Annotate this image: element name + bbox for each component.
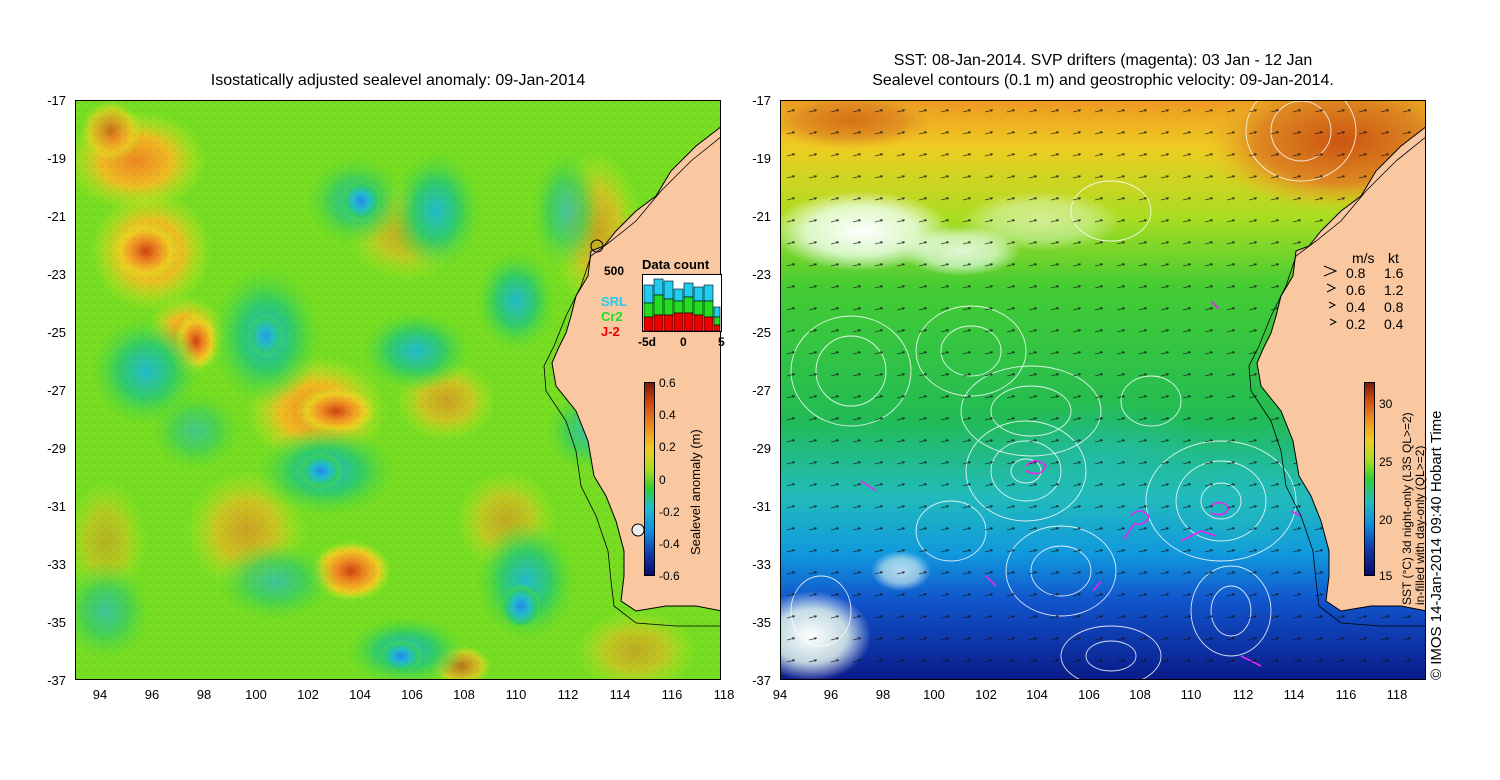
left-x-tick: 100	[245, 687, 267, 702]
right-x-tick: 96	[823, 687, 839, 702]
left-y-tick: -37	[47, 673, 66, 688]
left-y-tick: -31	[47, 499, 66, 514]
velocity-units-kt: kt	[1388, 250, 1399, 266]
right-x-tick: 110	[1180, 687, 1202, 702]
velocity-kt-value: 0.4	[1384, 316, 1404, 332]
right-y-tick: -29	[752, 441, 771, 456]
left-x-tick: 98	[196, 687, 212, 702]
left-y-tick: -21	[47, 209, 66, 224]
sst-colorbar-tick: 15	[1379, 569, 1393, 583]
left-y-tick: -19	[47, 151, 66, 166]
sealevel-colorbar-tick: -0.4	[659, 537, 680, 551]
velocity-ms-value: 0.4	[1346, 299, 1366, 315]
velocity-arrow-icon	[1327, 300, 1337, 310]
left-y-tick: -17	[47, 93, 66, 108]
right-y-tick: -35	[752, 615, 771, 630]
right-x-tick: 98	[875, 687, 891, 702]
right-x-tick: 108	[1129, 687, 1151, 702]
data-count-x-tick: 5	[718, 335, 725, 349]
right-x-tick: 114	[1283, 687, 1305, 702]
velocity-kt-value: 1.2	[1384, 282, 1404, 298]
sealevel-colorbar-tick: 0	[659, 473, 666, 487]
sst-map	[780, 100, 1426, 680]
sealevel-colorbar	[644, 382, 655, 576]
left-x-tick: 104	[349, 687, 371, 702]
imos-credit: © IMOS 14-Jan-2014 09:40 Hobart Time	[1428, 410, 1445, 680]
left-x-tick: 108	[453, 687, 475, 702]
data-count-x-tick: 0	[680, 335, 687, 349]
sealevel-colorbar-tick: 0.4	[659, 408, 676, 422]
velocity-kt-value: 1.6	[1384, 265, 1404, 281]
velocity-kt-value: 0.8	[1384, 299, 1404, 315]
right-y-tick: -27	[752, 383, 771, 398]
left-x-tick: 102	[297, 687, 319, 702]
velocity-ms-value: 0.6	[1346, 282, 1366, 298]
velocity-ms-value: 0.8	[1346, 265, 1366, 281]
left-x-tick: 94	[92, 687, 108, 702]
left-x-tick: 106	[401, 687, 423, 702]
sst-colorbar-label-line2: in-filled with day-only (QL>=2)	[1413, 445, 1427, 605]
data-count-x-tick: -5d	[638, 335, 656, 349]
data-count-max-label: 500	[604, 264, 625, 278]
right-y-tick: -37	[752, 673, 771, 688]
right-panel-title-line1: SST: 08-Jan-2014. SVP drifters (magenta)…	[893, 52, 1313, 69]
left-x-tick: 116	[661, 687, 683, 702]
right-x-tick: 118	[1386, 687, 1408, 702]
velocity-units-ms: m/s	[1352, 250, 1375, 266]
left-x-tick: 110	[505, 687, 527, 702]
right-y-tick: -17	[752, 93, 771, 108]
right-y-tick: -33	[752, 557, 771, 572]
left-x-tick: 114	[609, 687, 631, 702]
right-x-tick: 94	[772, 687, 788, 702]
data-count-chart	[642, 274, 722, 332]
left-x-tick: 112	[557, 687, 579, 702]
sealevel-colorbar-tick: -0.6	[659, 569, 680, 583]
right-x-tick: 104	[1026, 687, 1048, 702]
left-y-tick: -33	[47, 557, 66, 572]
sst-colorbar-tick: 30	[1379, 397, 1393, 411]
sealevel-colorbar-tick: -0.2	[659, 505, 680, 519]
right-x-tick: 100	[923, 687, 945, 702]
sst-colorbar	[1364, 382, 1375, 576]
right-y-tick: -31	[752, 499, 771, 514]
right-x-tick: 116	[1335, 687, 1357, 702]
sealevel-colorbar-label: Sealevel anomaly (m)	[688, 429, 703, 555]
left-panel-title: Isostatically adjusted sealevel anomaly:…	[210, 72, 586, 89]
left-y-tick: -35	[47, 615, 66, 630]
left-x-tick: 118	[713, 687, 735, 702]
legend-j2: J-2	[601, 324, 620, 339]
right-y-tick: -23	[752, 267, 771, 282]
right-y-tick: -19	[752, 151, 771, 166]
legend-srl: SRL	[601, 294, 627, 309]
velocity-ms-value: 0.2	[1346, 316, 1366, 332]
sst-colorbar-tick: 20	[1379, 513, 1393, 527]
right-x-tick: 106	[1078, 687, 1100, 702]
left-y-tick: -23	[47, 267, 66, 282]
left-y-tick: -29	[47, 441, 66, 456]
left-x-tick: 96	[144, 687, 160, 702]
legend-cr2: Cr2	[601, 309, 623, 324]
data-count-title: Data count	[642, 257, 710, 272]
velocity-legend: m/s kt 0.8 1.6 0.6 1.2 0.4 0.8 0.2 0.4	[1318, 250, 1418, 334]
velocity-arrow-icon	[1329, 318, 1337, 326]
sst-colorbar-label-line1: SST (°C) 3d night-only (L3S QL>=2)	[1400, 412, 1414, 605]
right-y-tick: -25	[752, 325, 771, 340]
velocity-arrow-icon	[1325, 282, 1337, 294]
sealevel-anomaly-map	[75, 100, 721, 680]
right-x-tick: 102	[975, 687, 997, 702]
left-y-tick: -27	[47, 383, 66, 398]
left-y-tick: -25	[47, 325, 66, 340]
sst-colorbar-tick: 25	[1379, 455, 1393, 469]
sealevel-colorbar-tick: 0.2	[659, 440, 676, 454]
right-y-tick: -21	[752, 209, 771, 224]
right-panel-title-line2: Sealevel contours (0.1 m) and geostrophi…	[872, 72, 1334, 89]
sealevel-colorbar-tick: 0.6	[659, 376, 676, 390]
velocity-arrow-icon	[1322, 264, 1338, 278]
right-x-tick: 112	[1232, 687, 1254, 702]
